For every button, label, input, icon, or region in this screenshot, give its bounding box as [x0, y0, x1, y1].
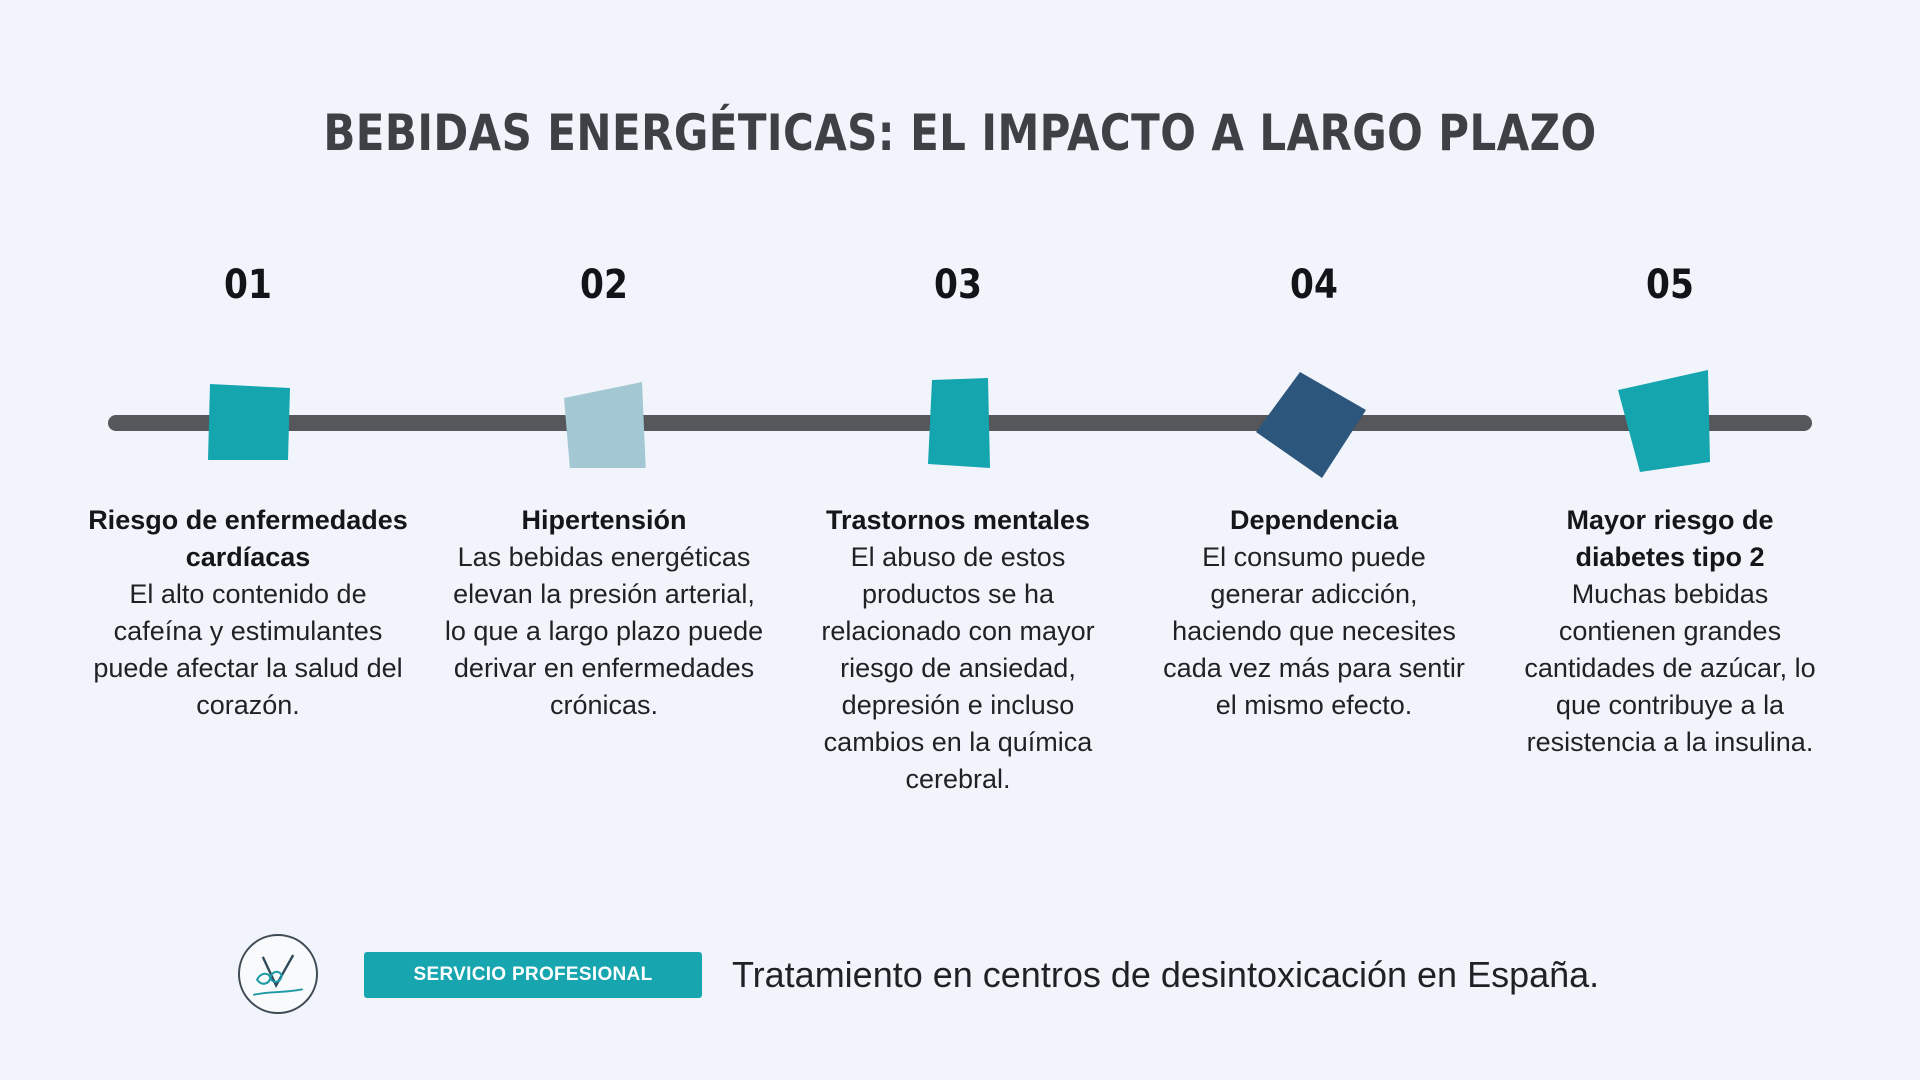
square-marker-icon	[1618, 370, 1710, 472]
step-description: El abuso de estos productos se ha relaci…	[821, 542, 1095, 794]
brand-logo	[238, 934, 318, 1014]
step-number: 03	[934, 262, 982, 308]
timeline-step-5: 05 Mayor riesgo de diabetes tipo 2 Mucha…	[1510, 260, 1830, 757]
diamond-marker-icon	[1256, 372, 1366, 478]
timeline-step-3: 03 Trastornos mentales El abuso de estos…	[798, 260, 1118, 794]
step-number: 01	[224, 262, 272, 308]
square-marker-icon	[564, 382, 646, 468]
timeline-step-4: 04 Dependencia El consumo puede generar …	[1154, 260, 1474, 720]
logo-icon	[253, 954, 303, 996]
step-title: Trastornos mentales	[825, 505, 1091, 535]
step-title: Dependencia	[1229, 505, 1399, 535]
step-number: 05	[1646, 262, 1694, 308]
footer-tagline: Tratamiento en centros de desintoxicació…	[732, 954, 1600, 995]
square-marker-icon	[208, 384, 290, 460]
timeline-step-1: 01 Riesgo de enfermedades cardíacas El a…	[88, 260, 408, 720]
step-number: 04	[1290, 262, 1338, 308]
step-description: El alto contenido de cafeína y estimulan…	[93, 579, 403, 720]
step-description: Muchas bebidas contienen grandes cantida…	[1524, 579, 1816, 757]
square-marker-icon	[928, 378, 990, 468]
step-description: Las bebidas energéticas elevan la presió…	[444, 542, 764, 720]
step-number: 02	[580, 262, 628, 308]
step-title: Mayor riesgo de diabetes tipo 2	[1566, 505, 1774, 572]
timeline-step-2: 02 Hipertensión Las bebidas energéticas …	[444, 260, 764, 720]
page-title: BEBIDAS ENERGÉTICAS: EL IMPACTO A LARGO …	[323, 104, 1597, 162]
step-description: El consumo puede generar adicción, hacie…	[1163, 542, 1465, 720]
step-title: Hipertensión	[521, 505, 687, 535]
service-badge: SERVICIO PROFESIONAL	[364, 952, 702, 998]
step-title: Riesgo de enfermedades cardíacas	[88, 505, 408, 572]
